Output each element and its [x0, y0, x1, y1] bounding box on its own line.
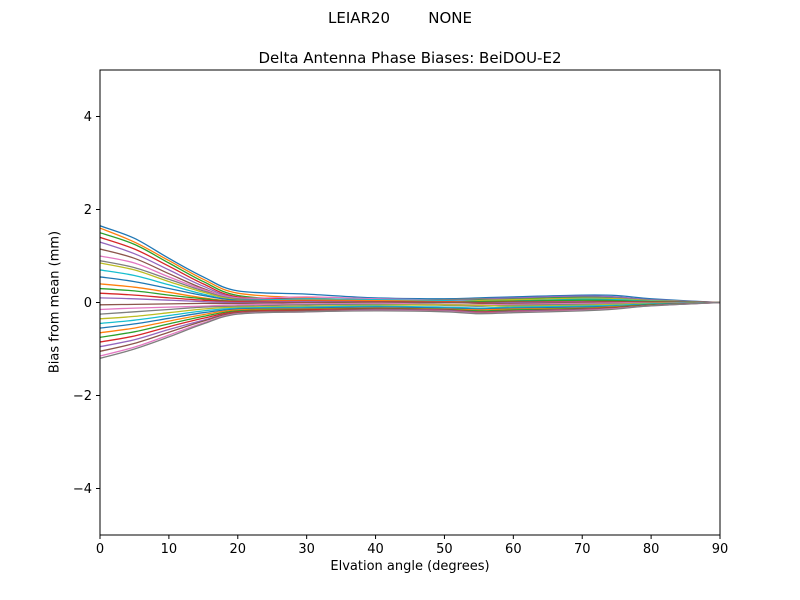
y-axis-label: Bias from mean (mm): [47, 230, 63, 374]
series-group: [100, 225, 720, 359]
x-axis-label: Elvation angle (degrees): [330, 559, 490, 574]
series-line: [100, 301, 720, 311]
series-line: [100, 301, 720, 325]
x-tick-label: 50: [436, 542, 453, 557]
x-tick-label: 90: [712, 542, 729, 557]
series-line: [100, 301, 720, 306]
axes-title: Delta Antenna Phase Biases: BeiDOU-E2: [258, 49, 562, 67]
series-line: [100, 301, 720, 359]
y-tick-label: −4: [73, 482, 92, 497]
x-tick-label: 30: [298, 542, 315, 557]
y-tick-label: 0: [84, 296, 92, 311]
y-tick-label: 2: [84, 203, 92, 218]
x-tick-label: 60: [505, 542, 522, 557]
x-tick-label: 70: [574, 542, 591, 557]
x-tick-label: 0: [96, 542, 104, 557]
x-tick-label: 10: [161, 542, 178, 557]
x-tick-label: 40: [367, 542, 384, 557]
y-tick-label: −2: [73, 389, 92, 404]
x-tick-label: 20: [230, 542, 247, 557]
series-line: [100, 269, 720, 304]
y-tick-label: 4: [84, 110, 92, 125]
x-tick-label: 80: [643, 542, 660, 557]
figure-suptitle: LEIAR20 NONE: [328, 9, 472, 27]
series-line: [100, 287, 720, 305]
series-line: [100, 301, 720, 320]
series-line: [100, 225, 720, 304]
